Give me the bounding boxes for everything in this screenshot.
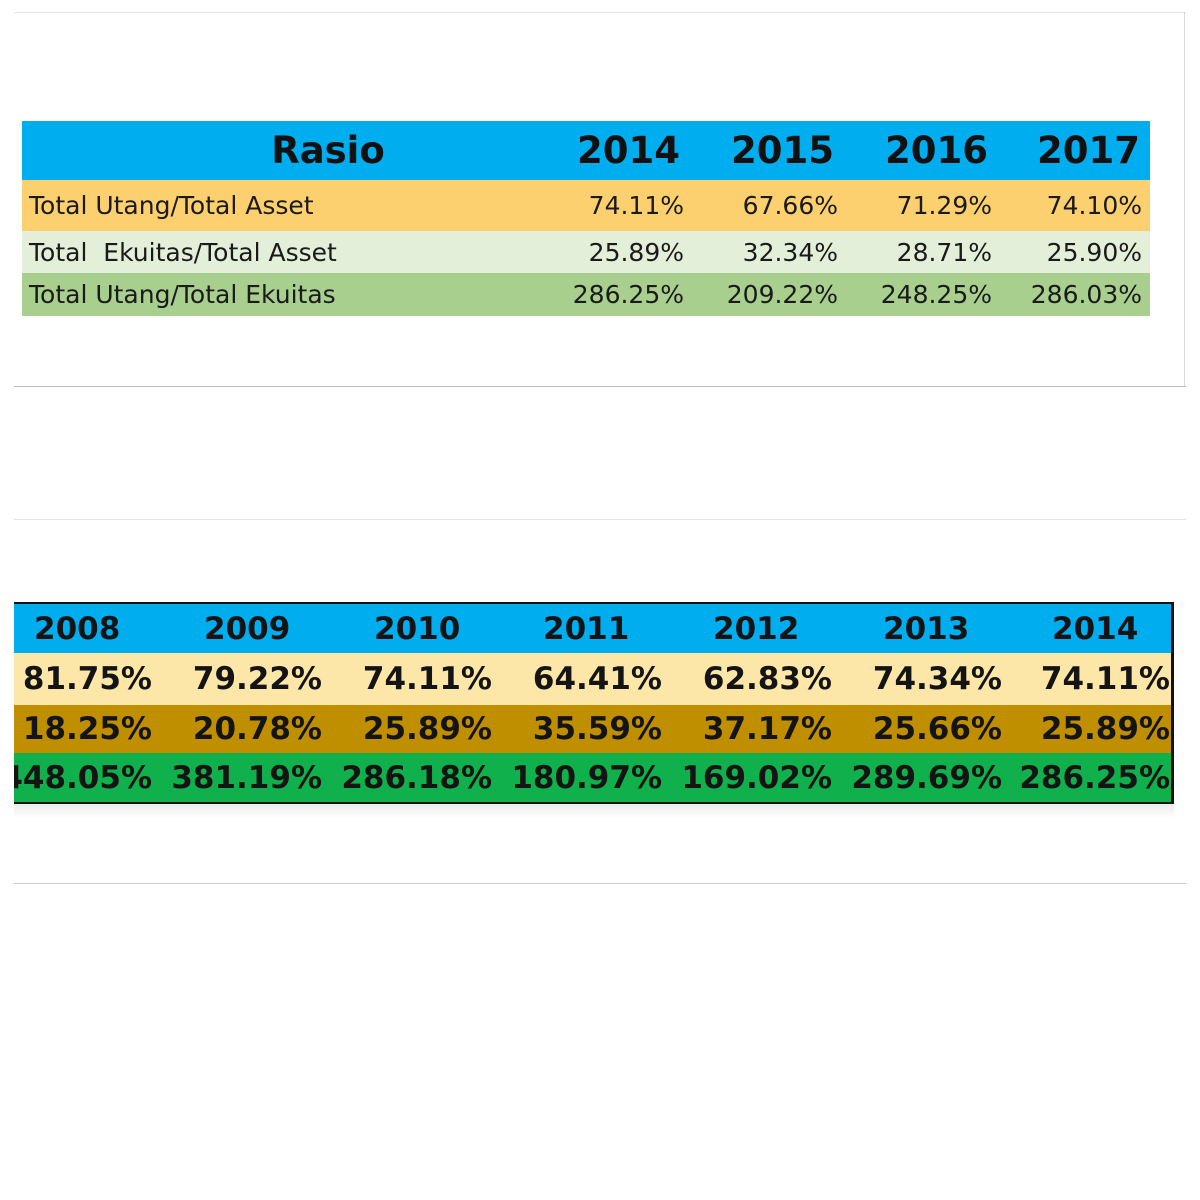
- table-cell: 286.18%: [341, 759, 492, 796]
- column-header-rasio: Rasio: [271, 129, 385, 172]
- table-cell: 25.90%: [1046, 237, 1142, 267]
- table-cell: 286.25%: [1019, 759, 1170, 796]
- table-cell: 169.02%: [681, 759, 832, 796]
- column-header-year: 2009: [204, 610, 291, 647]
- table-cell: 64.41%: [532, 661, 662, 697]
- table-cell: 286.25%: [572, 280, 684, 309]
- table-cell: 74.10%: [1046, 191, 1142, 220]
- table-cell: 81.75%: [22, 661, 152, 697]
- ratio-table-2014-2017: Rasio 2014 2015 2016 2017 Total Utang/To…: [22, 121, 1150, 316]
- table-row: 81.75% 79.22% 74.11% 64.41% 62.83% 74.34…: [14, 653, 1171, 705]
- table-cell: 32.34%: [742, 237, 838, 267]
- table-cell: 25.66%: [872, 711, 1002, 747]
- table-cell: 25.89%: [1040, 711, 1170, 747]
- column-header-year: 2017: [1037, 129, 1140, 172]
- table-row: 18.25% 20.78% 25.89% 35.59% 37.17% 25.66…: [14, 705, 1171, 753]
- table-cell: 180.97%: [511, 759, 662, 796]
- column-header-year: 2016: [885, 129, 988, 172]
- divider: [14, 519, 1186, 520]
- table-header-row: Rasio 2014 2015 2016 2017: [22, 121, 1150, 180]
- table-shadow: [14, 804, 1174, 818]
- table-cell: 74.34%: [872, 661, 1002, 697]
- row-label: Total Utang/Total Asset: [29, 191, 314, 220]
- table-row: Total Utang/Total Asset 74.11% 67.66% 71…: [22, 180, 1150, 231]
- divider: [14, 386, 1186, 387]
- table-cell: 20.78%: [192, 711, 322, 747]
- table-cell: 28.71%: [896, 237, 992, 267]
- table-row: Total Utang/Total Ekuitas 286.25% 209.22…: [22, 273, 1150, 316]
- panel-right-border: [1184, 12, 1185, 386]
- column-header-year: 2010: [374, 610, 461, 647]
- table-row: Total Ekuitas/Total Asset 25.89% 32.34% …: [22, 231, 1150, 273]
- table-cell: 71.29%: [896, 191, 992, 220]
- table-cell: 381.19%: [171, 759, 322, 796]
- table-cell: 74.11%: [588, 191, 684, 220]
- table-cell: 35.59%: [532, 711, 662, 747]
- column-header-year: 2011: [543, 610, 630, 647]
- table-cell: 286.03%: [1030, 280, 1142, 309]
- table-cell: 37.17%: [702, 711, 832, 747]
- table-row: 448.05% 381.19% 286.18% 180.97% 169.02% …: [14, 753, 1171, 802]
- table-cell: 74.11%: [1040, 661, 1170, 697]
- column-header-year: 2008: [34, 610, 121, 647]
- ratio-table-2008-2014: 2008 2009 2010 2011 2012 2013 2014 81.75…: [14, 602, 1174, 805]
- panel-top-border: [14, 12, 1186, 13]
- table-cell: 25.89%: [362, 711, 492, 747]
- row-label: Total Utang/Total Ekuitas: [29, 280, 336, 309]
- row-label: Total Ekuitas/Total Asset: [29, 237, 337, 267]
- table-cell: 289.69%: [851, 759, 1002, 796]
- column-header-year: 2015: [731, 129, 834, 172]
- column-header-year: 2014: [577, 129, 680, 172]
- table-cell: 74.11%: [362, 661, 492, 697]
- table-cell: 62.83%: [702, 661, 832, 697]
- divider: [14, 883, 1186, 884]
- table-cell: 448.05%: [14, 759, 152, 796]
- table-cell: 18.25%: [22, 711, 152, 747]
- table-cell: 209.22%: [726, 280, 838, 309]
- column-header-year: 2013: [883, 610, 970, 647]
- column-header-year: 2014: [1052, 610, 1139, 647]
- table-header-row: 2008 2009 2010 2011 2012 2013 2014: [14, 604, 1171, 653]
- table-cell: 248.25%: [880, 280, 992, 309]
- table-cell: 67.66%: [742, 191, 838, 220]
- table-cell: 79.22%: [192, 661, 322, 697]
- table-cell: 25.89%: [588, 237, 684, 267]
- column-header-year: 2012: [713, 610, 800, 647]
